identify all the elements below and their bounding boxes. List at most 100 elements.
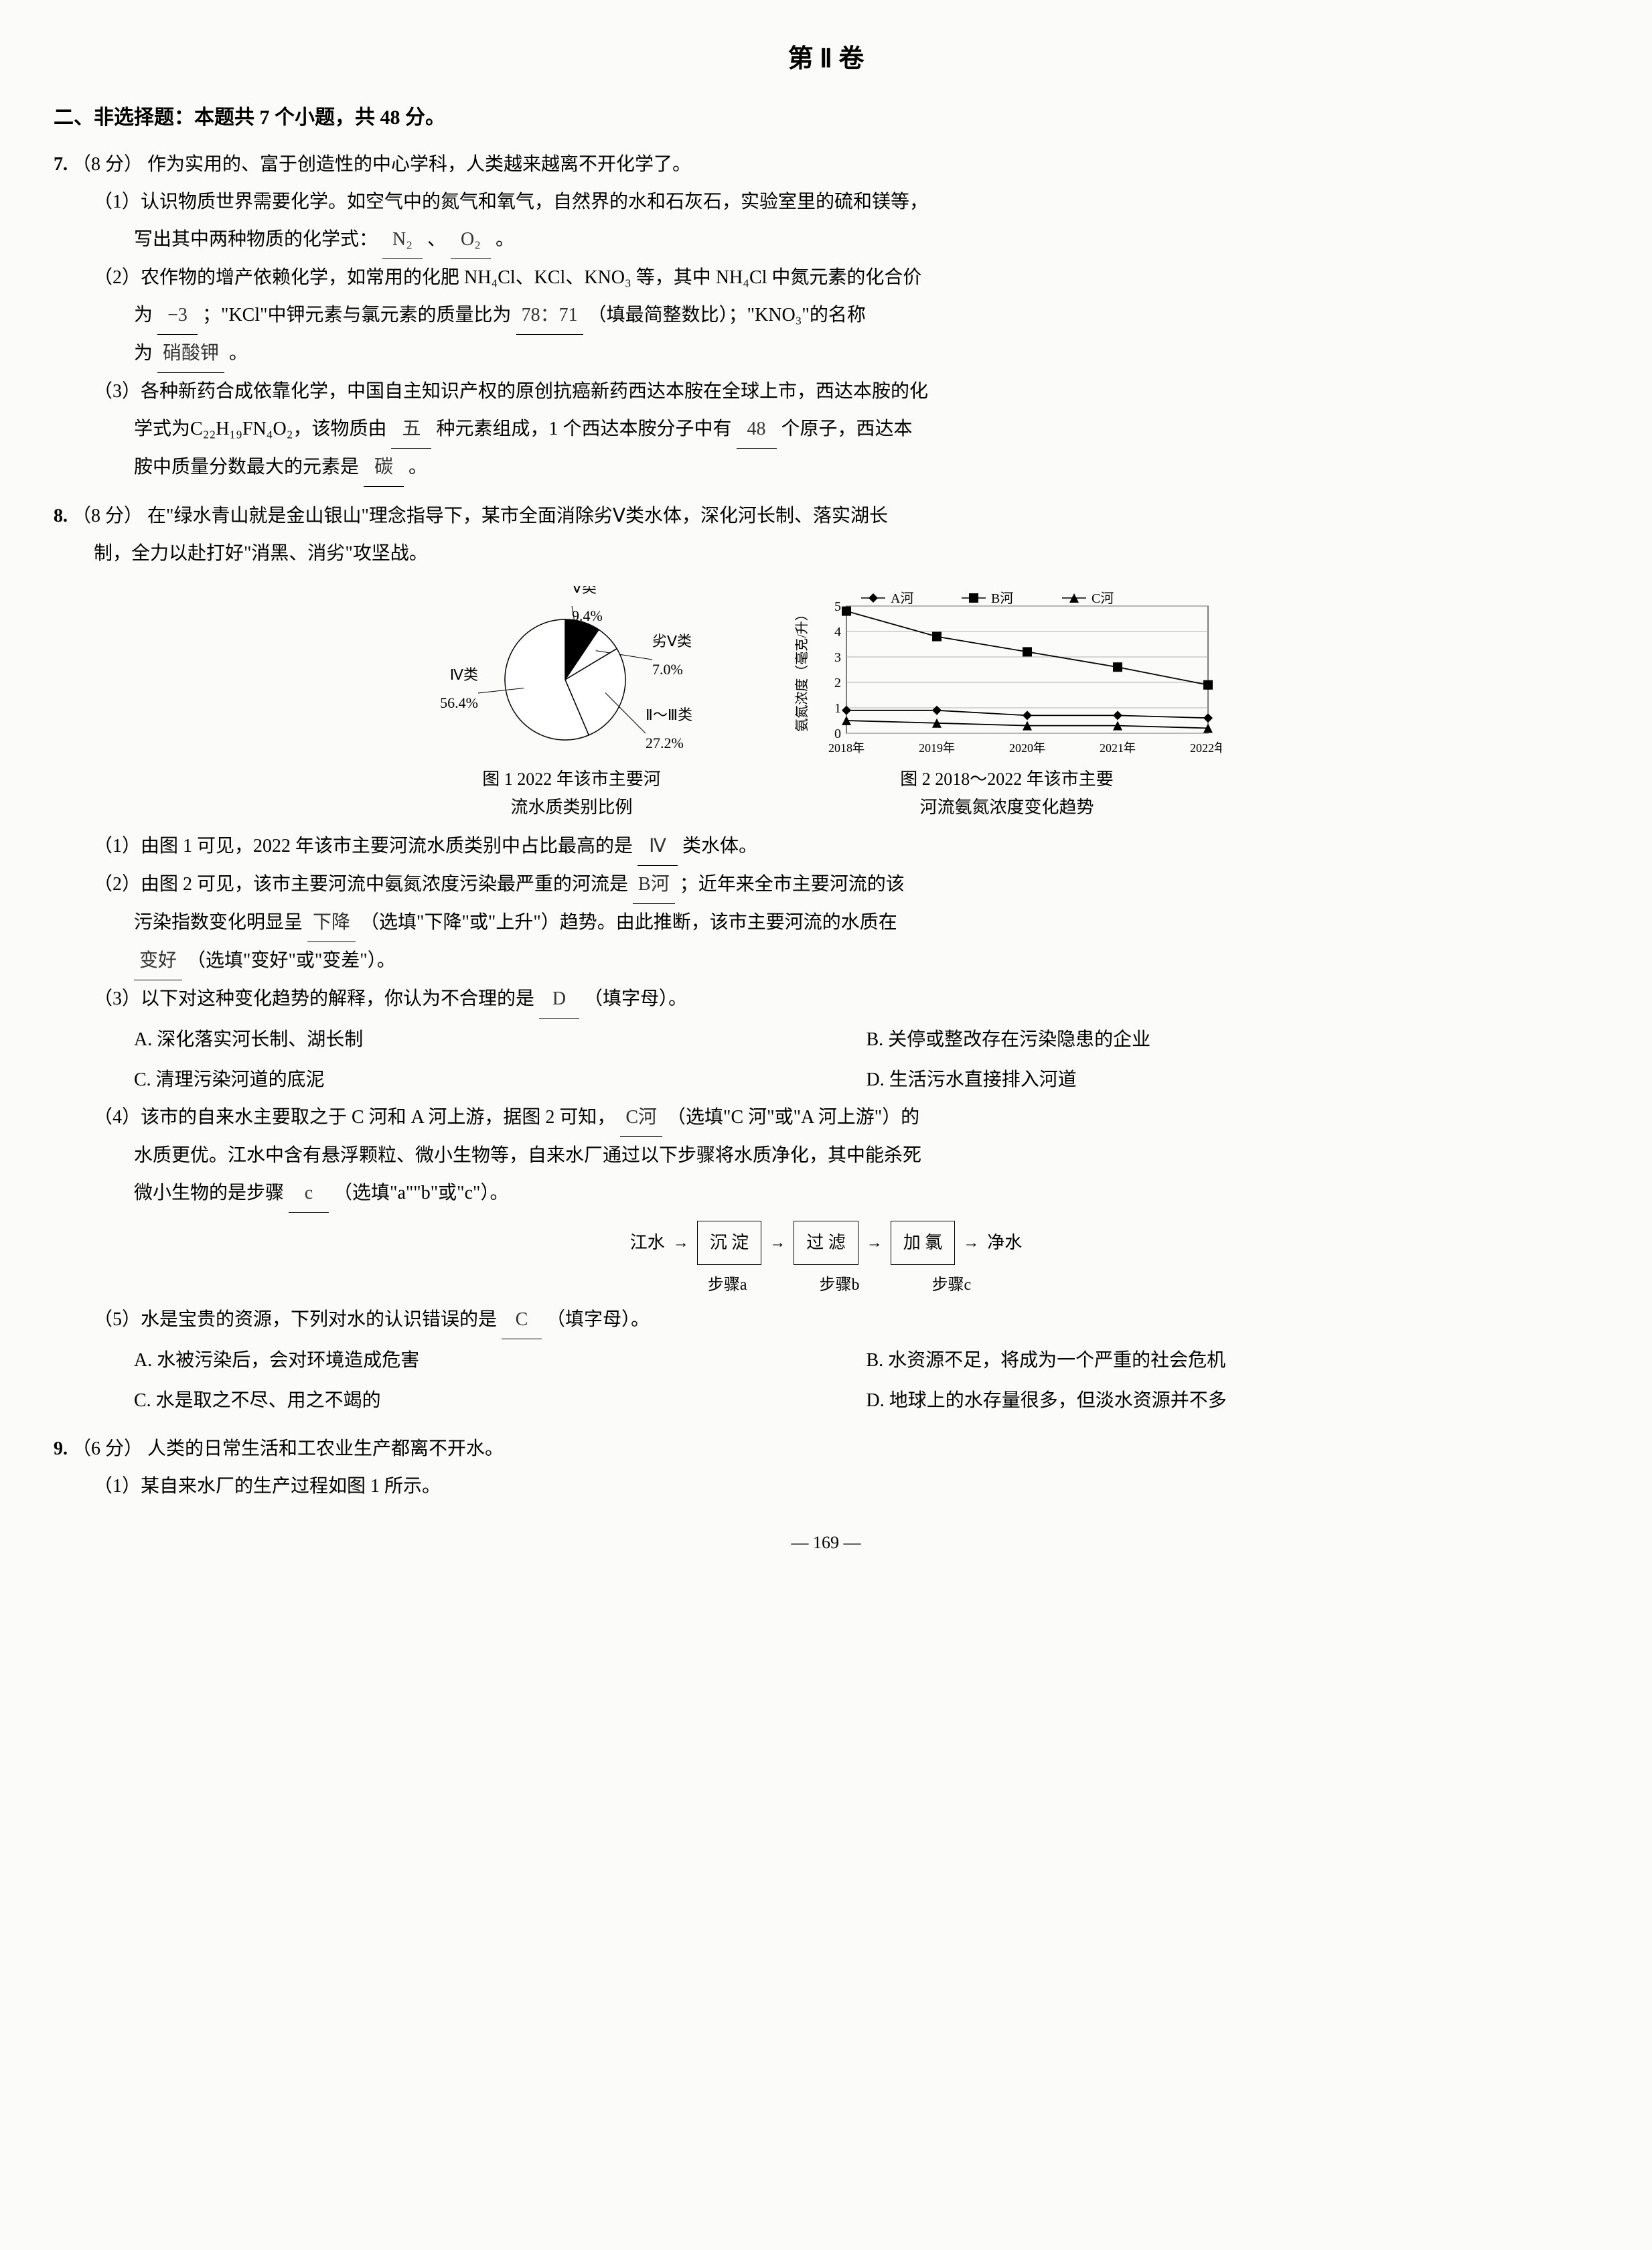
line-caption-2: 河流氨氮浓度变化趋势 xyxy=(900,794,1114,822)
line-caption-1: 图 2 2018～2022 年该市主要 xyxy=(900,765,1114,794)
q8-p5-optB: B. 水资源不足，将成为一个严重的社会危机 xyxy=(867,1342,1599,1379)
q8-p2-a: （2）由图 2 可见，该市主要河流中氨氮浓度污染最严重的河流是 xyxy=(94,874,628,895)
svg-text:B河: B河 xyxy=(991,591,1013,606)
q8-p4-d: 微小生物的是步骤 xyxy=(134,1183,284,1203)
q8-p4-e: （选填"a""b"或"c"）。 xyxy=(333,1183,508,1203)
q8-p2-c: 污染指数变化明显呈 xyxy=(134,912,303,933)
q8-p5-optC: C. 水是取之不尽、用之不竭的 xyxy=(134,1382,867,1420)
q8-p1-a: （1）由图 1 可见，2022 年该市主要河流水质类别中占比最高的是 xyxy=(94,836,633,856)
q8-p2-blank2: 下降 xyxy=(307,904,356,942)
q8-p2-b: ；近年来全市主要河流的该 xyxy=(680,874,905,895)
pie-chart: Ⅴ类9.4%劣Ⅴ类7.0%Ⅱ～Ⅲ类27.2%Ⅳ类56.4% xyxy=(431,586,712,760)
svg-text:2019年: 2019年 xyxy=(919,741,955,755)
q9-number: 9. xyxy=(54,1438,68,1459)
q8-number: 8. xyxy=(54,506,68,526)
q8-p3-optC: C. 清理污染河道的底泥 xyxy=(134,1061,867,1099)
arrow-icon: → xyxy=(867,1227,883,1259)
svg-text:Ⅳ类: Ⅳ类 xyxy=(449,666,477,683)
svg-text:Ⅱ～Ⅲ类: Ⅱ～Ⅲ类 xyxy=(646,706,692,723)
pie-caption-1: 图 1 2022 年该市主要河 xyxy=(482,765,661,794)
svg-text:1: 1 xyxy=(834,701,841,716)
q8-p5-blank: C xyxy=(502,1301,542,1339)
q7-p3-blank2: 48 xyxy=(737,410,777,449)
q8-p3-a: （3）以下对这种变化趋势的解释，你认为不合理的是 xyxy=(94,988,534,1009)
q7-p2-d: （填最简整数比）；"KNO₃"的名称 xyxy=(588,305,866,325)
q7-p1-line1: （1）认识物质世界需要化学。如空气中的氮气和氧气，自然界的水和石灰石，实验室里的… xyxy=(94,183,1598,221)
svg-text:0: 0 xyxy=(834,727,841,741)
q7-p3-c: 种元素组成，1 个西达本胺分子中有 xyxy=(436,419,731,439)
line-chart: 0123452018年2019年2020年2021年2022年氨氮浓度（毫克/升… xyxy=(793,586,1221,760)
arrow-icon: → xyxy=(673,1227,689,1259)
flow-label-3: 步骤c xyxy=(932,1269,972,1301)
q7-p3-b: 学式为C₂₂H₁₉FN₄O₂，该物质由 xyxy=(134,419,386,439)
flow-label-1: 步骤a xyxy=(708,1269,747,1301)
q7-p1-b: 写出其中两种物质的化学式： xyxy=(134,229,378,250)
q9-stem: 人类的日常生活和工农业生产都离不开水。 xyxy=(147,1438,504,1459)
svg-text:Ⅴ类: Ⅴ类 xyxy=(572,586,597,596)
q8-p1-b: 类水体。 xyxy=(682,836,757,856)
question-9: 9. （6 分） 人类的日常生活和工农业生产都离不开水。 （1）某自来水厂的生产… xyxy=(54,1430,1598,1505)
q7-p2-blank2: 78：71 xyxy=(516,297,583,335)
q9-p1: （1）某自来水厂的生产过程如图 1 所示。 xyxy=(94,1468,1598,1505)
section-header: 二、非选择题：本题共 7 个小题，共 48 分。 xyxy=(54,98,1598,138)
svg-text:4: 4 xyxy=(834,625,841,640)
q7-p3-d: 个原子，西达本 xyxy=(781,419,913,439)
q7-p2-line1: （2）农作物的增产依赖化学，如常用的化肥 NH₄Cl、KCl、KNO₃ 等，其中… xyxy=(94,259,1598,297)
q8-p3-b: （填字母）。 xyxy=(584,988,687,1009)
svg-text:56.4%: 56.4% xyxy=(440,694,478,711)
q7-p3-blank3: 碳 xyxy=(364,449,404,487)
q7-p2-b: 为 xyxy=(134,305,153,325)
svg-text:27.2%: 27.2% xyxy=(646,735,684,751)
q8-p1-blank: Ⅳ xyxy=(637,828,678,866)
arrow-icon: → xyxy=(769,1227,785,1259)
svg-text:9.4%: 9.4% xyxy=(572,607,603,624)
q8-p4-blank1: C河 xyxy=(620,1099,662,1137)
arrow-icon: → xyxy=(963,1227,979,1259)
svg-text:氨氮浓度（毫克/升）: 氨氮浓度（毫克/升） xyxy=(794,607,810,732)
page-number: — 169 — xyxy=(54,1525,1598,1560)
q8-points: （8 分） xyxy=(72,506,143,526)
q8-p2-e: （选填"变好"或"变差"）。 xyxy=(187,950,396,971)
q7-p2-blank3: 硝酸钾 xyxy=(157,335,224,373)
q7-p1-blank2: O₂ xyxy=(451,221,491,259)
q9-points: （6 分） xyxy=(72,1438,143,1459)
flow-out: 净水 xyxy=(987,1225,1022,1260)
flow-box-2: 过 滤 xyxy=(794,1221,858,1265)
q7-p2-e: 为 xyxy=(134,343,153,364)
pie-chart-container: Ⅴ类9.4%劣Ⅴ类7.0%Ⅱ～Ⅲ类27.2%Ⅳ类56.4% 图 1 2022 年… xyxy=(431,586,712,821)
q8-stem-a: 在"绿水青山就是金山银山"理念指导下，某市全面消除劣Ⅴ类水体，深化河长制、落实湖… xyxy=(147,506,888,526)
line-chart-container: 0123452018年2019年2020年2021年2022年氨氮浓度（毫克/升… xyxy=(793,586,1221,821)
question-8: 8. （8 分） 在"绿水青山就是金山银山"理念指导下，某市全面消除劣Ⅴ类水体，… xyxy=(54,498,1598,1420)
flow-in: 江水 xyxy=(630,1225,665,1260)
q7-p1-sep: 、 xyxy=(427,229,446,250)
q8-p2-blank3: 变好 xyxy=(134,942,182,980)
svg-text:5: 5 xyxy=(834,599,841,614)
q8-p5-optD: D. 地球上的水存量很多，但淡水资源并不多 xyxy=(867,1382,1599,1420)
flow-label-2: 步骤b xyxy=(820,1269,860,1301)
svg-text:劣Ⅴ类: 劣Ⅴ类 xyxy=(652,633,692,650)
q8-p5-optA: A. 水被污染后，会对环境造成危害 xyxy=(134,1342,867,1379)
q8-p4-a: （4）该市的自来水主要取之于 C 河和 A 河上游，据图 2 可知， xyxy=(94,1107,615,1128)
q8-p5-a: （5）水是宝贵的资源，下列对水的认识错误的是 xyxy=(94,1309,497,1330)
q8-p3-optB: B. 关停或整改存在污染隐患的企业 xyxy=(867,1021,1599,1059)
q8-p2-blank1: B河 xyxy=(633,866,675,904)
svg-text:3: 3 xyxy=(834,650,841,665)
q7-p3-blank1: 五 xyxy=(391,410,431,449)
q7-p1-blank1: N₂ xyxy=(382,221,423,259)
flow-box-3: 加 氯 xyxy=(891,1221,956,1265)
svg-text:2018年: 2018年 xyxy=(828,741,865,755)
flow-diagram: 江水 → 沉 淀 → 过 滤 → 加 氯 → 净水 xyxy=(54,1221,1598,1265)
q7-points: （8 分） xyxy=(72,154,143,175)
q8-p4-b: （选填"C 河"或"A 河上游"）的 xyxy=(667,1107,919,1128)
q8-p4-c: 水质更优。江水中含有悬浮颗粒、微小生物等，自来水厂通过以下步骤将水质净化，其中能… xyxy=(134,1137,1598,1175)
q8-p2-d: （选填"下降"或"上升"）趋势。由此推断，该市主要河流的水质在 xyxy=(360,912,897,933)
question-7: 7. （8 分） 作为实用的、富于创造性的中心学科，人类越来越离不开化学了。 （… xyxy=(54,146,1598,487)
q7-stem: 作为实用的、富于创造性的中心学科，人类越来越离不开化学了。 xyxy=(147,154,691,175)
q7-p3-line1: （3）各种新药合成依靠化学，中国自主知识产权的原创抗癌新药西达本胺在全球上市，西… xyxy=(94,373,1598,410)
flow-box-1: 沉 淀 xyxy=(697,1221,762,1265)
pie-caption-2: 流水质类别比例 xyxy=(482,794,661,822)
q8-p4-blank2: c xyxy=(289,1175,329,1213)
q7-p2-end: 。 xyxy=(229,343,248,364)
svg-text:2020年: 2020年 xyxy=(1009,741,1045,755)
q8-p3-optD: D. 生活污水直接排入河道 xyxy=(867,1061,1599,1099)
